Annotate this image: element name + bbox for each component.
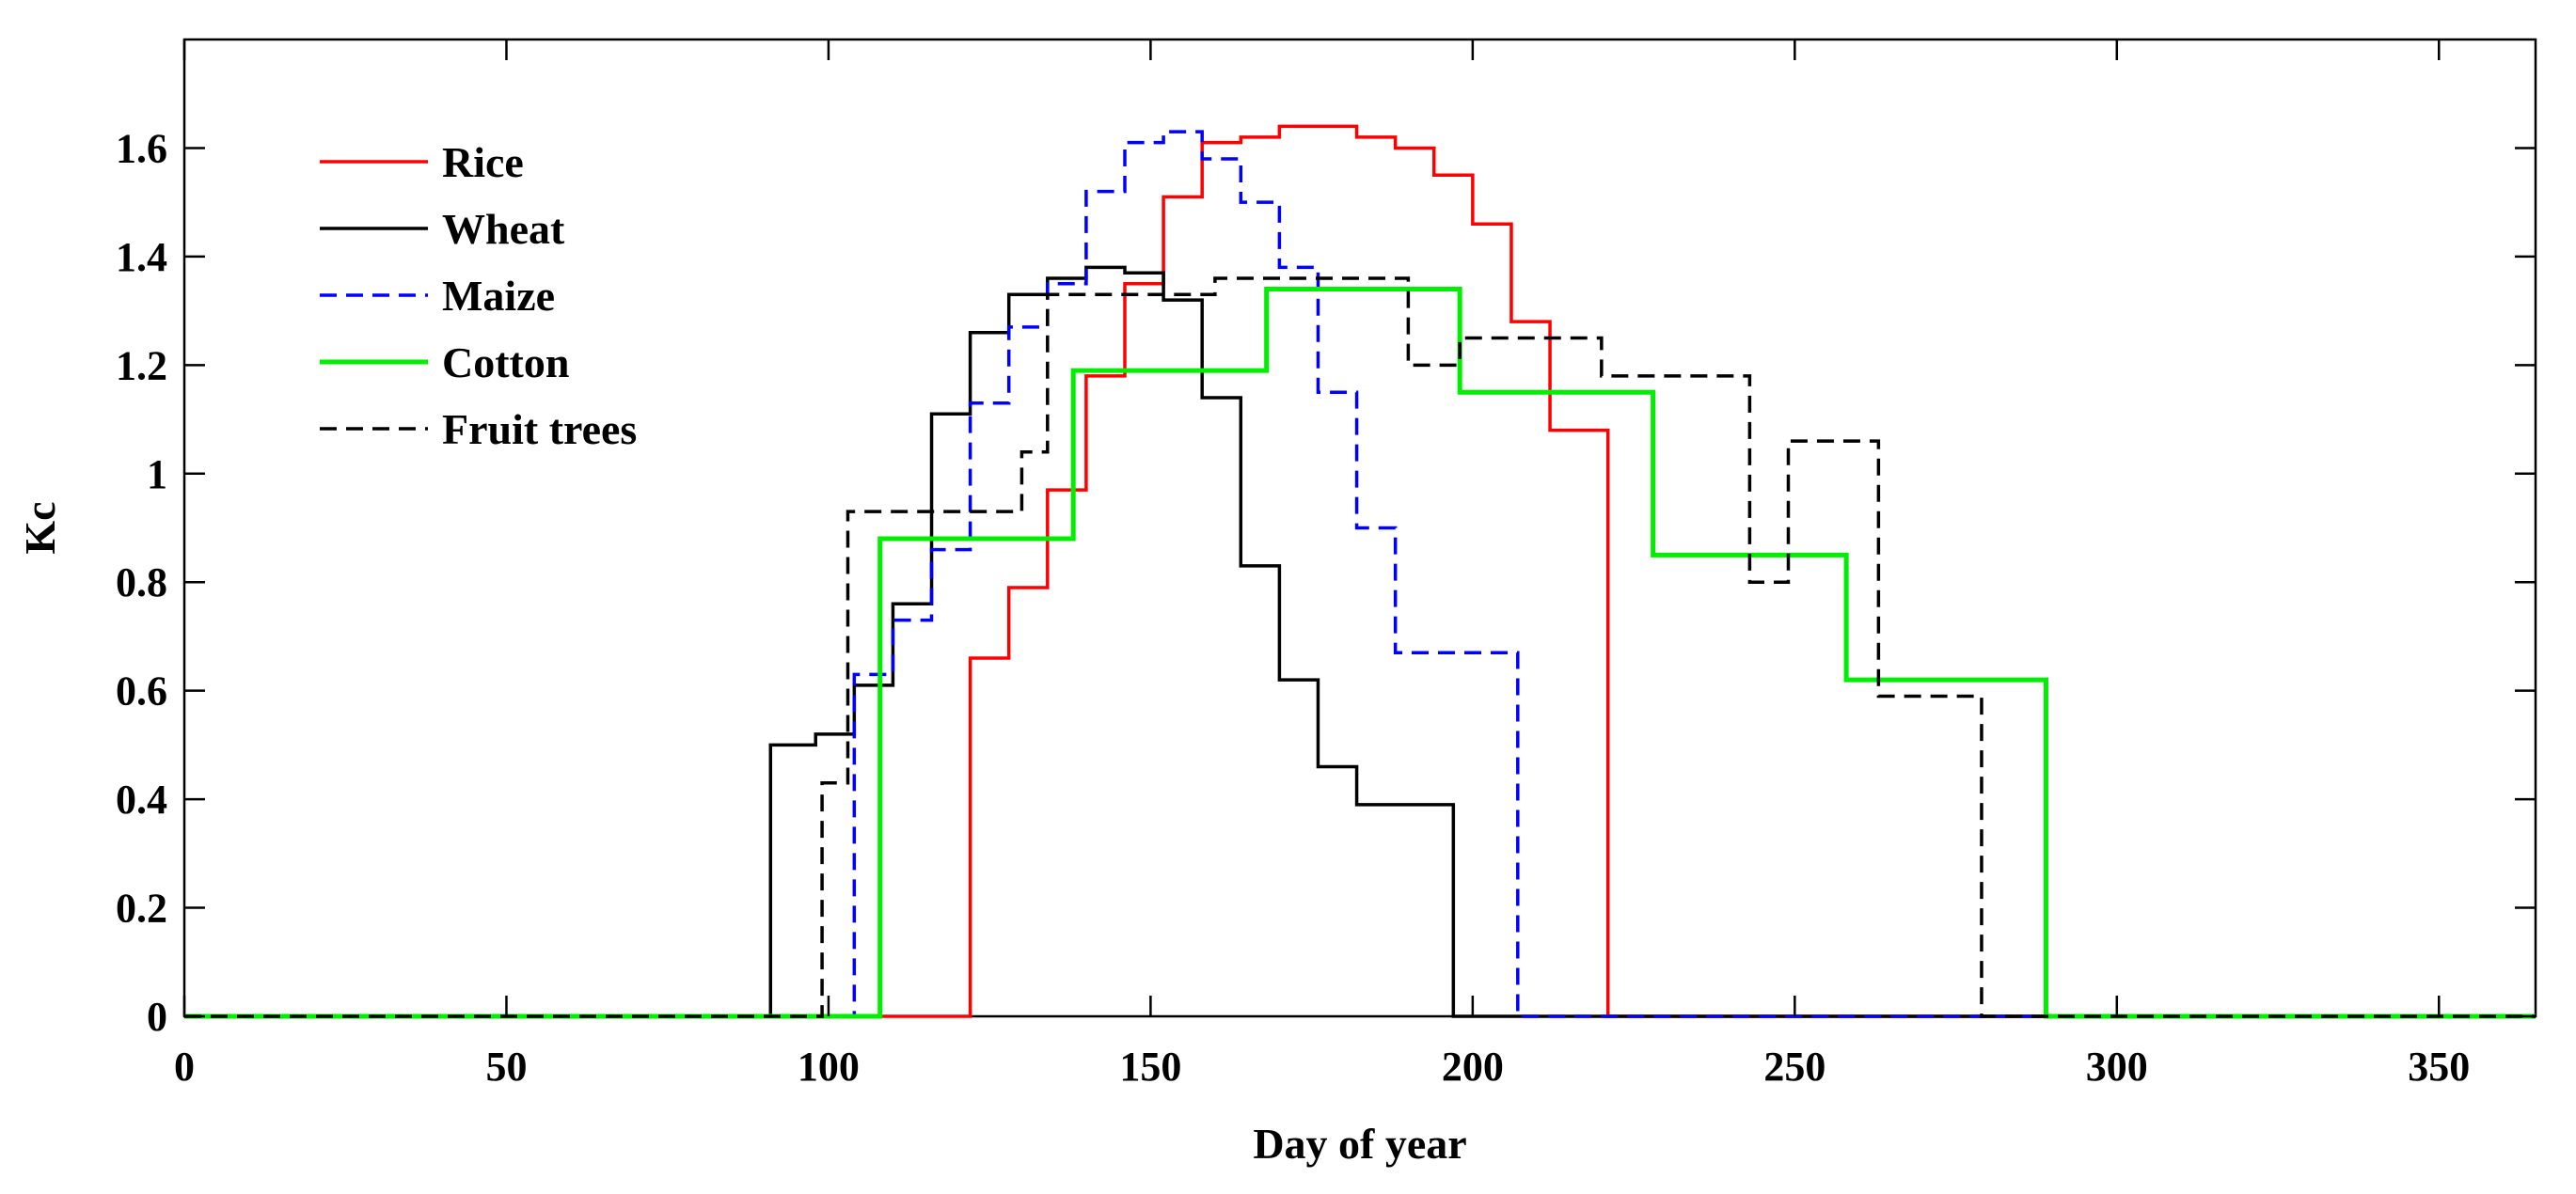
series-line-cotton: [184, 287, 2536, 1019]
y-axis-title: Kc: [16, 501, 64, 554]
x-tick-label: 0: [174, 1044, 195, 1090]
x-tick-label: 200: [1442, 1044, 1504, 1090]
series-line-rice: [184, 124, 2536, 1018]
x-tick-label: 300: [2086, 1044, 2148, 1090]
legend-label-cotton: Cotton: [442, 338, 569, 386]
x-axis-title: Day of year: [1253, 1120, 1466, 1168]
axis-layer: 0 50 100 150 200 250 300 350 0 0.2 0.4 0.6 0.8 1 1.2 1.…: [116, 39, 2536, 1090]
y-tick-label: 1.4: [116, 234, 167, 280]
y-tick-label: 0.2: [116, 886, 167, 932]
y-tick-label: 0.6: [116, 668, 167, 715]
legend-label-wheat: Wheat: [442, 205, 565, 253]
y-tick-label: 1: [147, 451, 167, 497]
x-tick-label: 50: [485, 1044, 527, 1090]
series-layer: [184, 124, 2536, 1019]
x-tick-label: 250: [1763, 1044, 1825, 1090]
y-tick-label: 1.2: [116, 342, 167, 388]
legend-label-maize: Maize: [442, 272, 555, 320]
y-tick-label: 0.8: [116, 559, 167, 605]
x-tick-label: 150: [1119, 1044, 1181, 1090]
legend-label-rice: Rice: [442, 138, 524, 186]
y-tick-label: 0.4: [116, 777, 167, 823]
x-tick-label: 350: [2408, 1044, 2470, 1090]
series-line-fruit-trees: [184, 276, 2536, 1018]
series-line-maize: [184, 130, 2536, 1018]
y-tick-label: 0: [147, 994, 167, 1040]
x-tick-label: 100: [798, 1044, 860, 1090]
y-tick-label: 1.6: [116, 125, 167, 171]
legend-label-fruit-trees: Fruit trees: [442, 405, 637, 453]
legend: Rice Wheat Maize Cotton Fruit trees: [320, 138, 637, 453]
plot-frame: [182, 38, 2537, 1018]
